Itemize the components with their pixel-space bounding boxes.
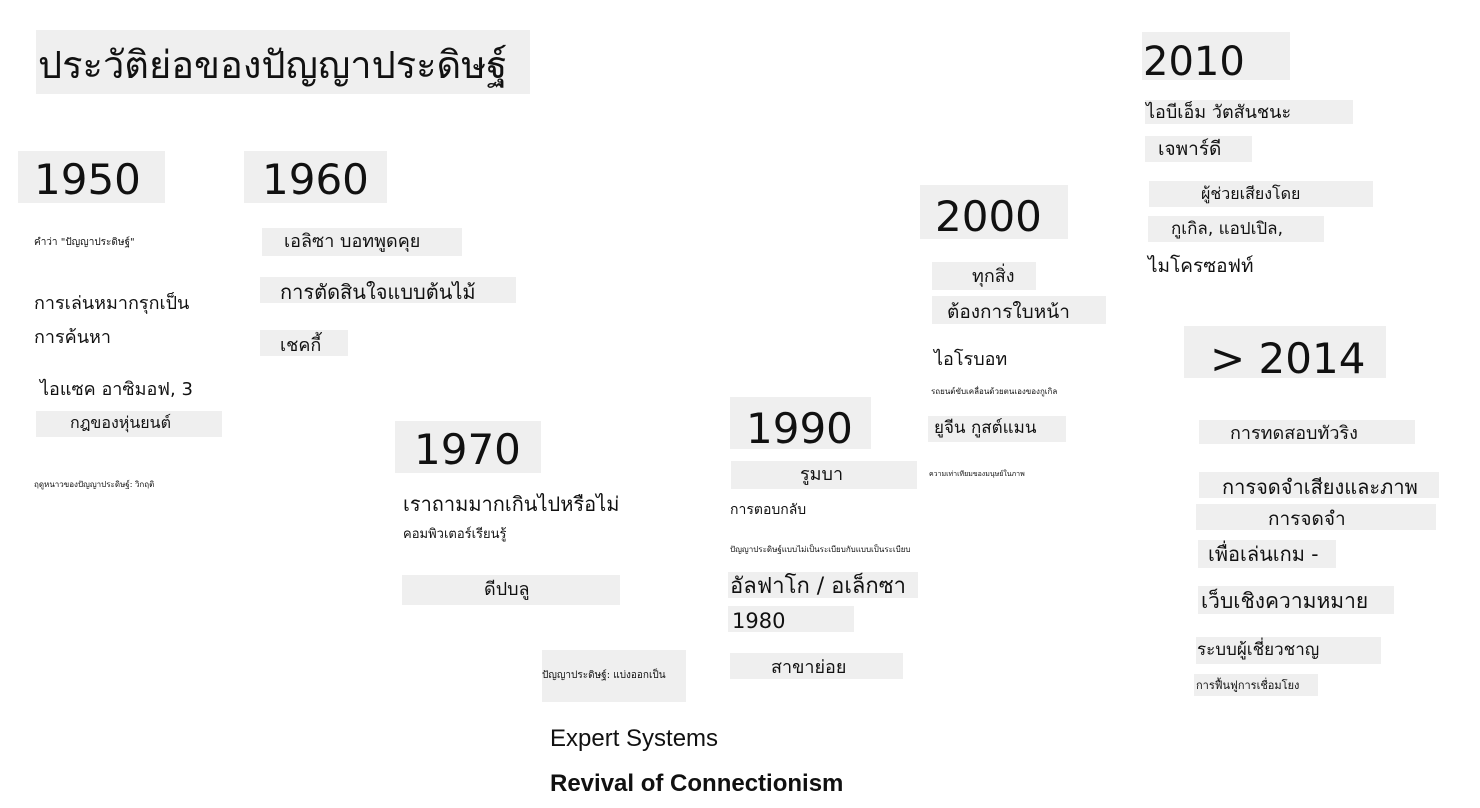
year-1990-box: [730, 397, 871, 449]
year-1960-box: [244, 151, 387, 203]
year-2014-box: [1184, 326, 1386, 378]
feedback-label: การตอบกลับ: [730, 502, 807, 518]
shakey-box: [260, 330, 348, 356]
eliza-chatbot: เอลิซา บอทพูดคุย: [284, 231, 421, 252]
too-much-question: เราถามมากเกินไปหรือไม่: [403, 492, 620, 516]
deep-blue: ดีปบลู: [484, 579, 530, 600]
watson-line1: ไอบีเอ็ม วัตสันชนะ: [1146, 102, 1292, 123]
shakey-robot: เชคกี้: [280, 335, 322, 356]
recognition-line2: การจดจำ: [1268, 508, 1346, 530]
everything-line2: ต้องการใบหน้า: [947, 301, 1070, 323]
subfields-box: [730, 653, 903, 679]
games-box: [1198, 540, 1336, 568]
deep-blue-box: [402, 575, 620, 605]
semantic-web: เว็บเชิงความหมาย: [1201, 589, 1369, 613]
page-title: ประวัติย่อของปัญญาประดิษฐ์: [38, 43, 508, 87]
year-2010: 2010: [1143, 39, 1245, 85]
needs-face-box: [932, 296, 1106, 324]
year-2000-box: [920, 185, 1068, 239]
recognition-line1: การจดจำเสียงและภาพ: [1222, 475, 1418, 499]
roomba-box: [731, 461, 917, 489]
year-1960: 1960: [262, 155, 369, 204]
roomba: รูมบา: [800, 464, 844, 485]
term-ai-label: คำว่า "ปัญญาประดิษฐ์": [34, 237, 135, 248]
year-1970-box: [395, 421, 541, 473]
alphago-box: [728, 572, 918, 598]
goostman-box: [928, 416, 1066, 442]
jeopardy-box: [1145, 136, 1252, 162]
year-1970: 1970: [414, 425, 521, 474]
semantic-web-box: [1198, 586, 1394, 614]
assistant-line3: ไมโครซอฟท์: [1148, 255, 1254, 277]
recognition-box: [1199, 472, 1439, 498]
assistant-companies-box: [1148, 216, 1324, 242]
computers-learn: คอมพิวเตอร์เรียนรู้: [403, 527, 507, 542]
recognition2-box: [1196, 504, 1436, 530]
assistant-line1: ผู้ช่วยเสียงโดย: [1201, 184, 1301, 203]
play-games: เพื่อเล่นเกม -: [1208, 542, 1319, 566]
year-1980: 1980: [732, 609, 786, 633]
alphago-alexa: อัลฟาโก / อเล็กซา: [730, 574, 906, 599]
everything-box: [932, 262, 1036, 290]
connectionism-box: [1194, 674, 1318, 696]
year-2010-box: [1142, 32, 1290, 80]
google-self-driving: รถยนต์ขับเคลื่อนด้วยตนเองของกูเกิล: [931, 387, 1058, 396]
year-1950: 1950: [34, 155, 141, 204]
year-1980-box: [728, 606, 854, 632]
watson-box: [1145, 100, 1353, 124]
ai-split-box: [542, 650, 686, 702]
expert-system-box: [1196, 637, 1381, 664]
ai-split: ปัญญาประดิษฐ์: แบ่งออกเป็น: [542, 670, 666, 681]
ai-winter-label: ฤดูหนาวของปัญญาประดิษฐ์: วิกฤติ: [34, 480, 155, 489]
everything-line1: ทุกสิ่ง: [972, 266, 1015, 287]
turing-test: การทดสอบทัวริง: [1230, 423, 1358, 444]
year-2014: > 2014: [1210, 334, 1366, 383]
scruffy-neat-label: ปัญญาประดิษฐ์แบบไม่เป็นระเบียบกับแบบเป็น…: [730, 545, 911, 554]
year-2000: 2000: [935, 192, 1042, 241]
asimov-line2: กฎของหุ่นยนต์: [70, 413, 171, 432]
revival-connectionism-label: Revival of Connectionism: [550, 770, 844, 797]
decision-tree: การตัดสินใจแบบต้นไม้: [280, 280, 476, 304]
irobot: ไอโรบอท: [934, 349, 1008, 370]
watson-line2: เจพาร์ดี: [1158, 138, 1222, 160]
expert-system: ระบบผู้เชี่ยวชาญ: [1197, 640, 1320, 660]
asimov-line1: ไอแซค อาซิมอฟ, 3: [40, 379, 193, 400]
connectionism-revival: การฟื้นฟูการเชื่อมโยง: [1196, 679, 1300, 692]
human-parity-image: ความเท่าเทียมของมนุษย์ในภาพ: [929, 470, 1025, 478]
year-1950-box: [18, 151, 165, 203]
chess-search-line1: การเล่นหมากรุกเป็น: [34, 293, 190, 314]
decision-tree-box: [260, 277, 516, 303]
turing-box: [1199, 420, 1415, 444]
eliza-box: [262, 228, 462, 256]
asimov-box: [36, 411, 222, 437]
title-box: [36, 30, 530, 94]
assistant-line2: กูเกิล, แอปเปิล,: [1171, 219, 1284, 239]
expert-systems-label: Expert Systems: [550, 725, 719, 752]
subfields: สาขาย่อย: [771, 657, 847, 678]
chess-search-line2: การค้นหา: [34, 327, 111, 348]
year-1990: 1990: [746, 404, 853, 453]
assistant-box: [1149, 181, 1373, 207]
eugene-goostman: ยูจีน กูสต์แมน: [934, 418, 1037, 438]
